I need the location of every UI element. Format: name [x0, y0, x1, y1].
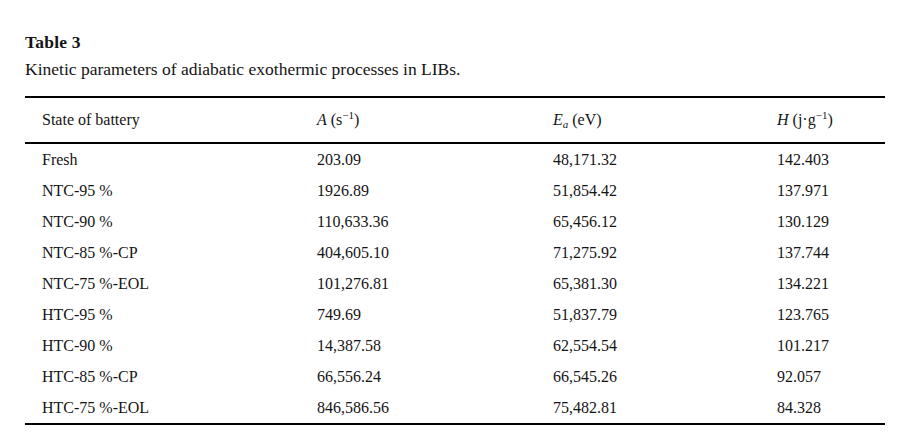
- col-header-ea: Ea (eV): [553, 97, 777, 143]
- cell-ea: 62,554.54: [553, 330, 777, 361]
- cell-a: 110,633.36: [317, 206, 553, 237]
- cell-ea: 48,171.32: [553, 143, 777, 175]
- cell-state: HTC-95 %: [25, 299, 317, 330]
- cell-h: 101.217: [777, 330, 885, 361]
- cell-a: 404,605.10: [317, 237, 553, 268]
- cell-a: 66,556.24: [317, 361, 553, 392]
- table-row: HTC-95 % 749.69 51,837.79 123.765: [25, 299, 885, 330]
- table-body: Fresh 203.09 48,171.32 142.403 NTC-95 % …: [25, 143, 885, 424]
- cell-state: NTC-95 %: [25, 175, 317, 206]
- cell-state: NTC-90 %: [25, 206, 317, 237]
- cell-ea: 75,482.81: [553, 392, 777, 424]
- cell-state: HTC-85 %-CP: [25, 361, 317, 392]
- table-row: NTC-85 %-CP 404,605.10 71,275.92 137.744: [25, 237, 885, 268]
- table-header: State of battery A (s−1) Ea (eV) H (j·g−…: [25, 97, 885, 143]
- table-row: HTC-85 %-CP 66,556.24 66,545.26 92.057: [25, 361, 885, 392]
- cell-state: Fresh: [25, 143, 317, 175]
- cell-state: NTC-85 %-CP: [25, 237, 317, 268]
- cell-a: 846,586.56: [317, 392, 553, 424]
- cell-a: 1926.89: [317, 175, 553, 206]
- cell-h: 130.129: [777, 206, 885, 237]
- cell-ea: 71,275.92: [553, 237, 777, 268]
- table-caption: Kinetic parameters of adiabatic exotherm…: [25, 58, 885, 81]
- col-header-a: A (s−1): [317, 97, 553, 143]
- col-header-state: State of battery: [25, 97, 317, 143]
- cell-ea: 66,545.26: [553, 361, 777, 392]
- table-row: NTC-90 % 110,633.36 65,456.12 130.129: [25, 206, 885, 237]
- cell-state: HTC-90 %: [25, 330, 317, 361]
- table-row: HTC-90 % 14,387.58 62,554.54 101.217: [25, 330, 885, 361]
- cell-ea: 51,854.42: [553, 175, 777, 206]
- cell-h: 84.328: [777, 392, 885, 424]
- cell-a: 101,276.81: [317, 268, 553, 299]
- cell-state: HTC-75 %-EOL: [25, 392, 317, 424]
- cell-ea: 51,837.79: [553, 299, 777, 330]
- col-header-h: H (j·g−1): [777, 97, 885, 143]
- table-row: HTC-75 %-EOL 846,586.56 75,482.81 84.328: [25, 392, 885, 424]
- cell-h: 123.765: [777, 299, 885, 330]
- cell-h: 134.221: [777, 268, 885, 299]
- header-row: State of battery A (s−1) Ea (eV) H (j·g−…: [25, 97, 885, 143]
- cell-h: 142.403: [777, 143, 885, 175]
- cell-a: 14,387.58: [317, 330, 553, 361]
- table-row: NTC-95 % 1926.89 51,854.42 137.971: [25, 175, 885, 206]
- cell-state: NTC-75 %-EOL: [25, 268, 317, 299]
- cell-h: 137.744: [777, 237, 885, 268]
- cell-ea: 65,456.12: [553, 206, 777, 237]
- table-row: NTC-75 %-EOL 101,276.81 65,381.30 134.22…: [25, 268, 885, 299]
- cell-h: 137.971: [777, 175, 885, 206]
- table-row: Fresh 203.09 48,171.32 142.403: [25, 143, 885, 175]
- cell-a: 203.09: [317, 143, 553, 175]
- kinetic-parameters-table: State of battery A (s−1) Ea (eV) H (j·g−…: [25, 96, 885, 425]
- cell-a: 749.69: [317, 299, 553, 330]
- table-label: Table 3: [25, 31, 885, 53]
- paper-table-page: Table 3 Kinetic parameters of adiabatic …: [25, 31, 885, 425]
- cell-ea: 65,381.30: [553, 268, 777, 299]
- cell-h: 92.057: [777, 361, 885, 392]
